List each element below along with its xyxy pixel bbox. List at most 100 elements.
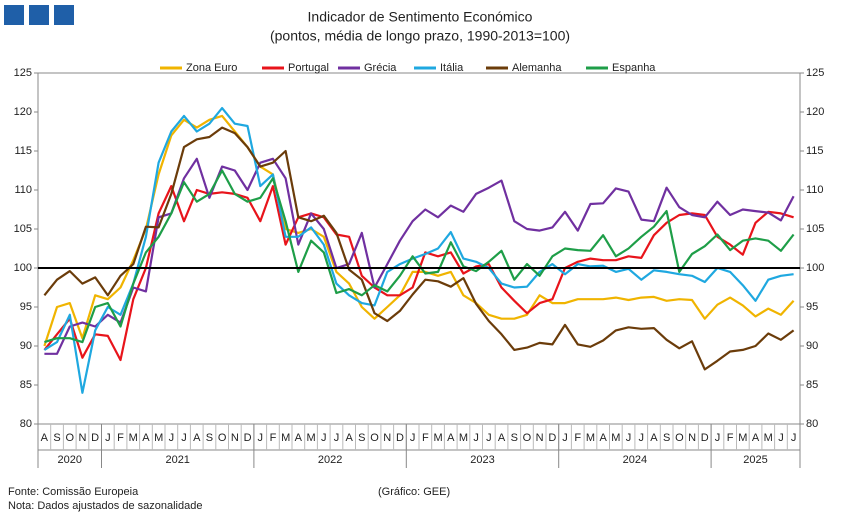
y2-tick-label: 125 [806, 67, 824, 79]
y-tick-label: 80 [20, 418, 32, 430]
x-tick-label: D [396, 432, 404, 444]
year-label: 2025 [743, 454, 767, 466]
legend-label: Itália [440, 62, 464, 74]
x-tick-label: J [105, 432, 111, 444]
year-label: 2020 [58, 454, 82, 466]
x-tick-label: F [727, 432, 734, 444]
x-tick-label: F [422, 432, 429, 444]
x-tick-label: O [65, 432, 74, 444]
x-tick-label: M [154, 432, 163, 444]
year-label: 2024 [623, 454, 647, 466]
x-tick-label: S [358, 432, 365, 444]
x-tick-label: N [688, 432, 696, 444]
legend-label: Portugal [288, 62, 329, 74]
logo-block [4, 5, 24, 25]
x-tick-label: A [295, 432, 303, 444]
y2-tick-label: 95 [806, 301, 818, 313]
x-tick-label: M [281, 432, 290, 444]
x-tick-label: D [91, 432, 99, 444]
x-tick-label: M [433, 432, 442, 444]
x-tick-label: J [639, 432, 645, 444]
series-line [44, 157, 795, 355]
x-tick-label: J [562, 432, 568, 444]
x-tick-label: J [791, 432, 797, 444]
logo-block [54, 5, 74, 25]
x-tick-label: F [270, 432, 277, 444]
x-tick-label: J [181, 432, 187, 444]
y-tick-label: 120 [14, 106, 32, 118]
x-tick-label: M [586, 432, 595, 444]
x-tick-label: A [650, 432, 658, 444]
y-tick-label: 115 [14, 145, 32, 157]
y2-tick-label: 115 [806, 145, 824, 157]
y2-tick-label: 105 [806, 223, 824, 235]
x-tick-label: J [626, 432, 632, 444]
x-tick-label: O [370, 432, 379, 444]
x-tick-label: N [383, 432, 391, 444]
legend-label: Grécia [364, 62, 397, 74]
x-tick-label: S [511, 432, 518, 444]
series-line [43, 185, 794, 362]
x-tick-label: J [778, 432, 784, 444]
x-tick-label: J [473, 432, 479, 444]
y2-tick-label: 120 [806, 106, 824, 118]
x-tick-label: A [447, 432, 455, 444]
x-tick-label: D [548, 432, 556, 444]
x-tick-label: M [764, 432, 773, 444]
note: Nota: Dados ajustados de sazonalidade [8, 500, 202, 512]
x-tick-label: A [345, 432, 353, 444]
x-tick-label: J [410, 432, 416, 444]
x-tick-label: F [574, 432, 581, 444]
x-tick-label: J [321, 432, 327, 444]
series-line [44, 169, 795, 344]
y-tick-label: 85 [20, 379, 32, 391]
x-tick-label: J [258, 432, 264, 444]
x-tick-label: A [142, 432, 150, 444]
x-tick-label: D [244, 432, 252, 444]
x-tick-label: S [206, 432, 213, 444]
x-tick-label: A [752, 432, 760, 444]
y-tick-label: 110 [14, 184, 32, 196]
x-tick-label: N [536, 432, 544, 444]
y-tick-label: 90 [20, 340, 32, 352]
y2-tick-label: 80 [806, 418, 818, 430]
y2-tick-label: 110 [806, 184, 824, 196]
x-tick-label: S [53, 432, 60, 444]
x-tick-label: N [231, 432, 239, 444]
x-tick-label: O [675, 432, 684, 444]
year-label: 2022 [318, 454, 342, 466]
y-tick-label: 125 [14, 67, 32, 79]
legend-label: Espanha [612, 62, 656, 74]
x-tick-label: M [738, 432, 747, 444]
x-tick-label: J [334, 432, 340, 444]
x-tick-label: J [486, 432, 492, 444]
series-line [43, 107, 794, 394]
year-label: 2023 [470, 454, 494, 466]
x-tick-label: M [129, 432, 138, 444]
y2-tick-label: 100 [806, 262, 824, 274]
x-tick-label: A [41, 432, 49, 444]
x-tick-label: A [193, 432, 201, 444]
x-tick-label: F [117, 432, 124, 444]
x-tick-label: M [611, 432, 620, 444]
y-tick-label: 95 [20, 301, 32, 313]
legend-label: Zona Euro [186, 62, 237, 74]
x-tick-label: M [459, 432, 468, 444]
x-tick-label: J [715, 432, 721, 444]
chart-title: Indicador de Sentimento Económico [308, 9, 533, 25]
series-line [43, 126, 795, 371]
x-tick-label: O [523, 432, 532, 444]
x-tick-label: S [663, 432, 670, 444]
source: Fonte: Comissão Europeia [8, 486, 139, 498]
x-tick-label: M [306, 432, 315, 444]
legend-label: Alemanha [512, 62, 562, 74]
y2-tick-label: 90 [806, 340, 818, 352]
x-tick-label: N [78, 432, 86, 444]
x-tick-label: D [701, 432, 709, 444]
y2-tick-label: 85 [806, 379, 818, 391]
y-tick-label: 105 [14, 223, 32, 235]
x-tick-label: O [218, 432, 227, 444]
chart-subtitle: (pontos, média de longo prazo, 1990-2013… [270, 28, 570, 44]
year-label: 2021 [165, 454, 189, 466]
